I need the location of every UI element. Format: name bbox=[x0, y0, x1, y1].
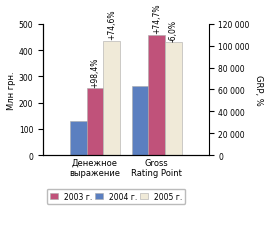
Text: -6,0%: -6,0% bbox=[169, 20, 178, 42]
Y-axis label: Млн грн.: Млн грн. bbox=[7, 71, 16, 109]
Bar bbox=[132, 87, 148, 155]
Y-axis label: GRP, %: GRP, % bbox=[254, 75, 263, 105]
Bar bbox=[70, 121, 87, 155]
Bar bbox=[103, 42, 120, 155]
Bar bbox=[148, 35, 165, 155]
Text: +74,7%: +74,7% bbox=[152, 4, 161, 34]
Text: +98,4%: +98,4% bbox=[90, 57, 99, 87]
Text: +74,6%: +74,6% bbox=[107, 10, 116, 40]
Bar bbox=[165, 43, 182, 155]
Legend: 2003 г., 2004 г., 2005 г.: 2003 г., 2004 г., 2005 г. bbox=[47, 189, 185, 204]
Bar bbox=[87, 89, 103, 155]
